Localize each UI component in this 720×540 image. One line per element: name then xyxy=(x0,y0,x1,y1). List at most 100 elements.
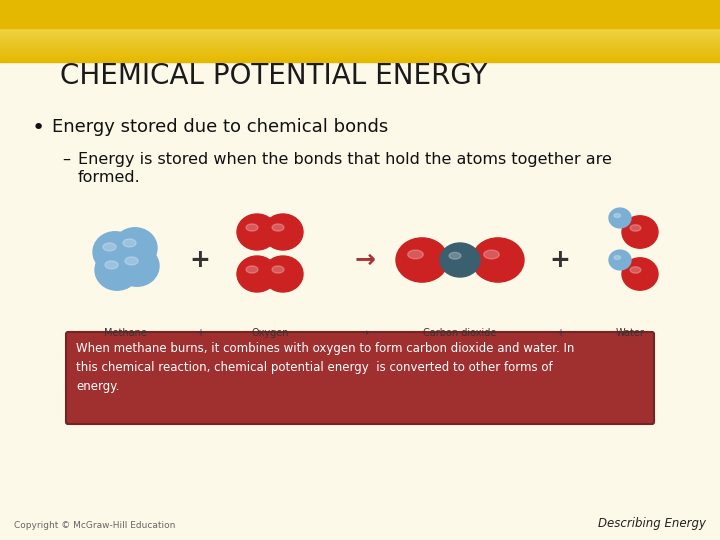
Bar xyxy=(0,48,720,50)
Text: +: + xyxy=(189,248,210,272)
Bar xyxy=(0,37,720,38)
Bar xyxy=(0,59,720,61)
Text: When methane burns, it combines with oxygen to form carbon dioxide and water. In: When methane burns, it combines with oxy… xyxy=(76,342,575,393)
Bar xyxy=(0,45,720,46)
Bar xyxy=(0,49,720,51)
Text: Oxygen: Oxygen xyxy=(251,328,289,338)
Text: Energy stored due to chemical bonds: Energy stored due to chemical bonds xyxy=(52,118,388,136)
Bar xyxy=(0,25,720,27)
Text: +: + xyxy=(196,328,204,338)
Bar xyxy=(0,32,720,34)
Text: Water: Water xyxy=(616,328,644,338)
Bar xyxy=(0,31,720,33)
Bar xyxy=(0,5,720,6)
Bar xyxy=(0,53,720,55)
Ellipse shape xyxy=(123,239,136,247)
Bar xyxy=(0,50,720,52)
Bar xyxy=(0,42,720,43)
Bar xyxy=(0,33,720,35)
Ellipse shape xyxy=(408,250,423,259)
Ellipse shape xyxy=(622,258,658,290)
Bar xyxy=(0,0,720,1)
Ellipse shape xyxy=(272,224,284,231)
Ellipse shape xyxy=(630,267,641,273)
Bar xyxy=(0,47,720,49)
Bar xyxy=(0,30,720,32)
Bar xyxy=(0,36,720,37)
Bar xyxy=(0,21,720,23)
Text: Carbon dioxide: Carbon dioxide xyxy=(423,328,497,338)
Text: Copyright © McGraw-Hill Education: Copyright © McGraw-Hill Education xyxy=(14,521,176,530)
Bar xyxy=(0,58,720,60)
Text: –: – xyxy=(62,152,70,167)
Bar xyxy=(0,39,720,40)
Bar xyxy=(0,24,720,26)
Bar xyxy=(0,4,720,5)
Text: formed.: formed. xyxy=(78,170,140,185)
Bar xyxy=(0,40,720,42)
Ellipse shape xyxy=(246,266,258,273)
Bar xyxy=(0,41,720,42)
Text: +: + xyxy=(549,248,570,272)
Text: Energy is stored when the bonds that hold the atoms together are: Energy is stored when the bonds that hol… xyxy=(78,152,612,167)
Bar xyxy=(0,18,720,19)
Bar xyxy=(0,20,720,22)
Bar xyxy=(0,44,720,45)
Ellipse shape xyxy=(113,228,157,268)
Bar xyxy=(0,56,720,58)
Bar xyxy=(0,26,720,28)
Bar xyxy=(0,35,720,36)
Bar xyxy=(0,23,720,25)
Bar xyxy=(0,38,720,39)
Bar xyxy=(0,28,720,29)
Ellipse shape xyxy=(246,224,258,231)
Bar xyxy=(0,43,720,44)
Bar xyxy=(0,14,720,16)
Bar xyxy=(0,30,720,31)
Text: →: → xyxy=(354,248,376,272)
Text: →: → xyxy=(361,328,369,338)
Ellipse shape xyxy=(614,213,621,218)
Ellipse shape xyxy=(105,261,118,269)
Bar xyxy=(0,10,720,11)
Bar xyxy=(0,19,720,21)
Bar xyxy=(0,2,720,3)
Ellipse shape xyxy=(272,266,284,273)
Bar xyxy=(0,16,720,18)
Ellipse shape xyxy=(103,243,116,251)
Bar xyxy=(0,15,720,17)
Ellipse shape xyxy=(263,256,303,292)
Bar xyxy=(0,11,720,12)
Bar xyxy=(0,52,720,54)
Ellipse shape xyxy=(484,250,499,259)
Bar xyxy=(0,51,720,53)
Ellipse shape xyxy=(125,257,138,265)
Ellipse shape xyxy=(263,214,303,250)
Ellipse shape xyxy=(95,250,139,290)
Bar xyxy=(0,0,720,28)
Bar xyxy=(0,29,720,30)
Ellipse shape xyxy=(237,214,277,250)
Ellipse shape xyxy=(622,216,658,248)
Bar xyxy=(0,54,720,56)
FancyBboxPatch shape xyxy=(66,332,654,424)
Ellipse shape xyxy=(630,225,641,231)
Bar xyxy=(0,8,720,9)
Ellipse shape xyxy=(237,256,277,292)
Bar xyxy=(0,17,720,18)
Bar xyxy=(0,9,720,10)
Text: •: • xyxy=(32,118,45,138)
Ellipse shape xyxy=(609,250,631,270)
Ellipse shape xyxy=(440,243,480,277)
Ellipse shape xyxy=(609,208,631,228)
Text: +: + xyxy=(556,328,564,338)
Bar xyxy=(0,60,720,62)
Bar xyxy=(0,1,720,2)
Bar xyxy=(0,6,720,7)
Ellipse shape xyxy=(93,232,137,272)
Bar xyxy=(0,55,720,57)
Bar xyxy=(0,46,720,48)
Ellipse shape xyxy=(396,238,448,282)
Text: CHEMICAL POTENTIAL ENERGY: CHEMICAL POTENTIAL ENERGY xyxy=(60,62,487,90)
Bar xyxy=(0,6,720,8)
